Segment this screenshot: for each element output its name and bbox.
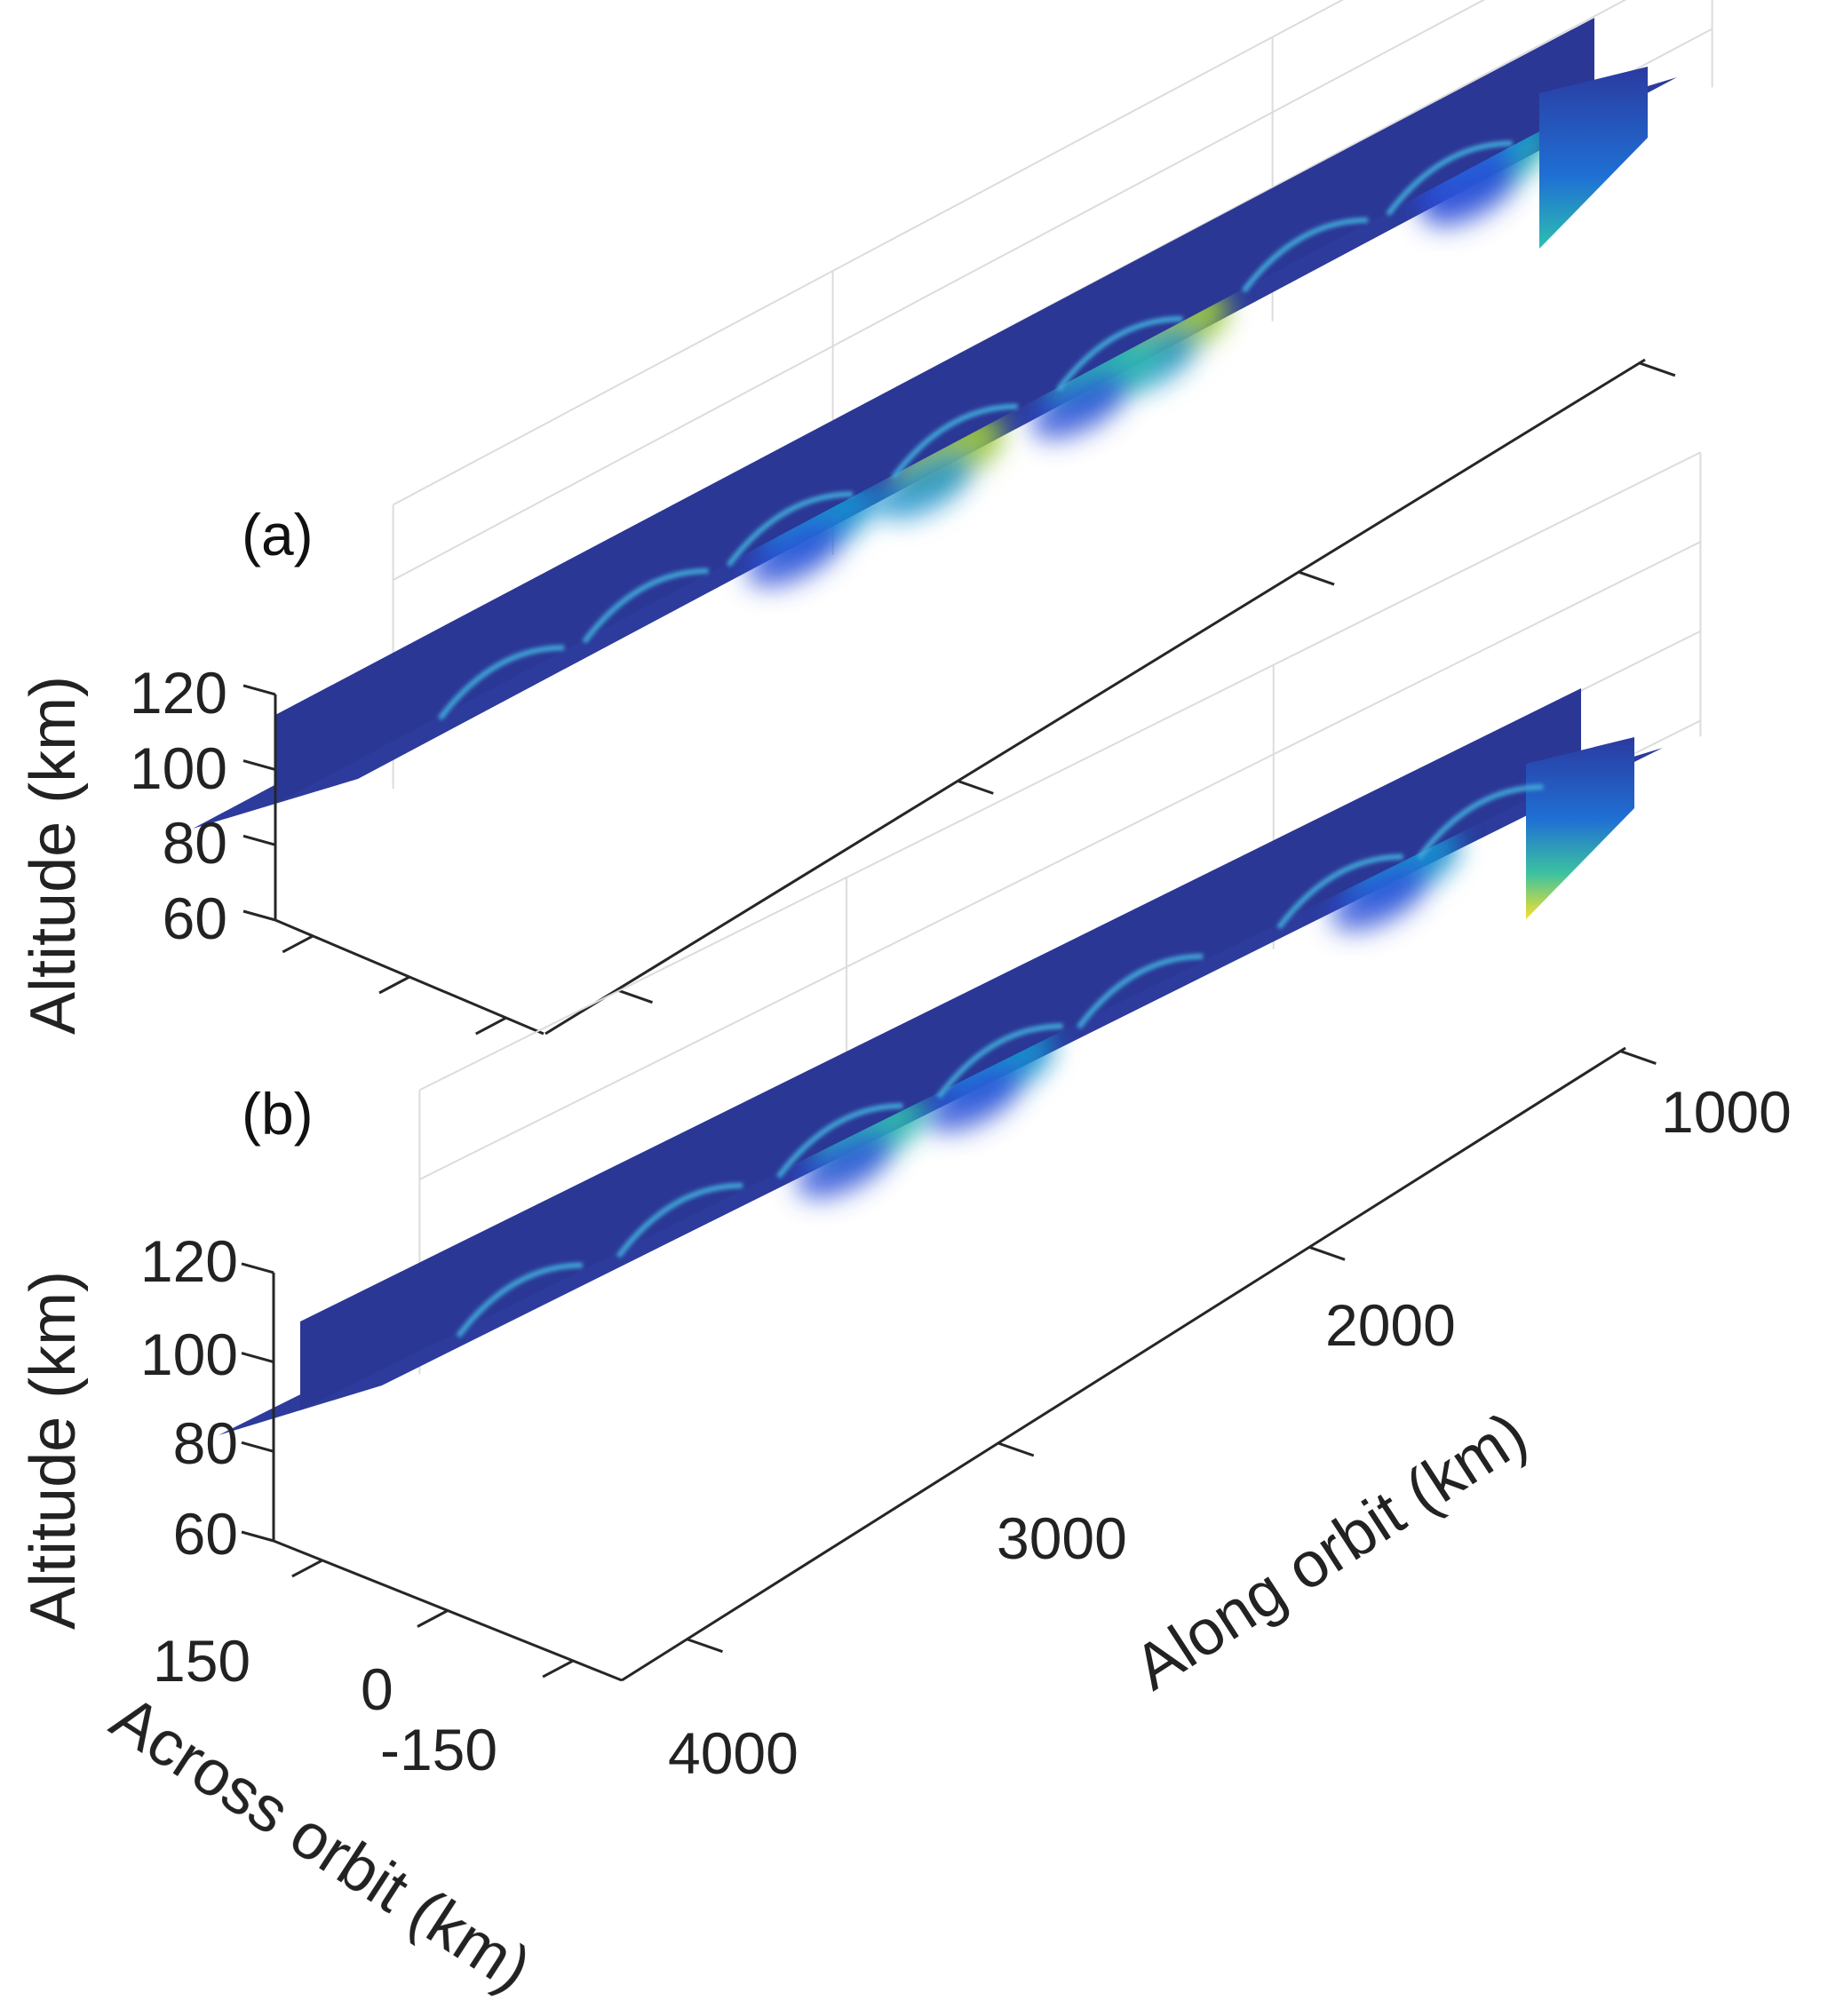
along-tick-3000: 3000	[997, 1505, 1127, 1571]
crest-1	[582, 567, 709, 644]
hotspot-halo-2	[1030, 372, 1128, 440]
crest-3	[891, 403, 1018, 480]
altitude-tick-120	[242, 684, 276, 696]
altitude-tick-60	[242, 909, 276, 922]
panel-b	[219, 451, 1702, 1682]
altitude-tick-80	[241, 1441, 274, 1453]
crest-0	[437, 645, 565, 721]
vertical-slice-upper	[275, 18, 1594, 804]
across-tick-1	[378, 975, 410, 995]
along-tick-3	[1639, 361, 1676, 377]
panel-b-ztick-120: 120	[140, 1228, 238, 1294]
panel-a	[193, 0, 1713, 1036]
vertical-slice-lower	[1539, 67, 1648, 249]
panel-a-ztick-60: 60	[163, 885, 227, 951]
crest-3	[936, 1023, 1063, 1099]
panel-a-label: (a)	[242, 502, 314, 567]
altitude-tick-100	[241, 1352, 274, 1364]
hotspot-halo-2	[1331, 864, 1428, 932]
along-tick-0	[616, 988, 653, 1004]
altitude-tick-120	[241, 1262, 274, 1274]
crest-layer	[437, 140, 1513, 721]
crest-0	[456, 1262, 583, 1338]
across-tick-0	[291, 1559, 323, 1578]
hotspot-layer	[796, 826, 1460, 1199]
panel-a-zlabel: Altitude (km)	[18, 676, 89, 1035]
crest-4	[1076, 953, 1204, 1029]
gridline-alt-120	[418, 451, 1701, 1091]
crest-5	[1241, 217, 1369, 293]
panel-b-ztick-80: 80	[173, 1410, 238, 1476]
hotspot-halo-5	[746, 520, 844, 587]
across-tick-2	[475, 1016, 507, 1036]
along-tick-1	[997, 1441, 1035, 1457]
panel-b-label: (b)	[242, 1081, 314, 1147]
hotspot-halo-0	[875, 453, 974, 520]
crest-5	[1276, 853, 1403, 930]
crest-6	[1386, 140, 1513, 217]
panel-a-ztick-80: 80	[163, 810, 227, 876]
panel-a-ztick-120: 120	[130, 660, 227, 726]
along-tick-2000: 2000	[1325, 1292, 1456, 1358]
hotspot-halo-0	[796, 1131, 894, 1199]
altitude-tick-80	[242, 834, 276, 846]
along-tick-3	[1619, 1050, 1657, 1065]
axes-panel-a	[242, 358, 1676, 1036]
across-tick-0	[282, 934, 314, 954]
gridline-alt-120	[393, 0, 1345, 506]
panel-a-ztick-100: 100	[130, 735, 227, 801]
along-tick-1000: 1000	[1661, 1079, 1792, 1145]
along-orbit-label: Along orbit (km)	[1122, 1399, 1539, 1704]
along-axis	[544, 358, 1646, 1036]
hotspot-halo-4	[1415, 143, 1513, 210]
vertical-slice-upper	[300, 688, 1581, 1410]
crest-6	[1416, 784, 1544, 860]
crest-2	[775, 1103, 903, 1179]
along-tick-2	[1308, 1245, 1346, 1261]
crest-4	[1055, 315, 1183, 392]
crest-1	[616, 1182, 743, 1258]
across-tick-2	[542, 1659, 574, 1679]
crest-layer	[456, 784, 1544, 1338]
along-tick-1	[957, 779, 994, 795]
panel-b-ztick-60: 60	[173, 1501, 238, 1567]
gridline-alt-100	[393, 0, 1486, 581]
gridline-alt-100	[418, 541, 1701, 1180]
vertical-slice-lower	[1526, 737, 1634, 919]
altitude-tick-60	[241, 1530, 274, 1543]
along-tick-4000: 4000	[668, 1720, 799, 1786]
axes-panel-b	[241, 1046, 1657, 1682]
hotspot-halo-1	[925, 1065, 1023, 1132]
altitude-tick-100	[242, 759, 276, 772]
along-tick-2	[1298, 570, 1335, 586]
across-tick-150: 150	[153, 1628, 250, 1694]
across-tick-1	[417, 1609, 449, 1628]
panel-b-ztick-100: 100	[140, 1322, 238, 1387]
along-axis	[621, 1046, 1626, 1682]
along-tick-0	[686, 1638, 723, 1654]
panel-b-zlabel: Altitude (km)	[18, 1271, 89, 1630]
across-tick-0: 0	[361, 1656, 393, 1722]
across-tick-neg150: -150	[380, 1717, 497, 1782]
crest-2	[726, 491, 854, 567]
